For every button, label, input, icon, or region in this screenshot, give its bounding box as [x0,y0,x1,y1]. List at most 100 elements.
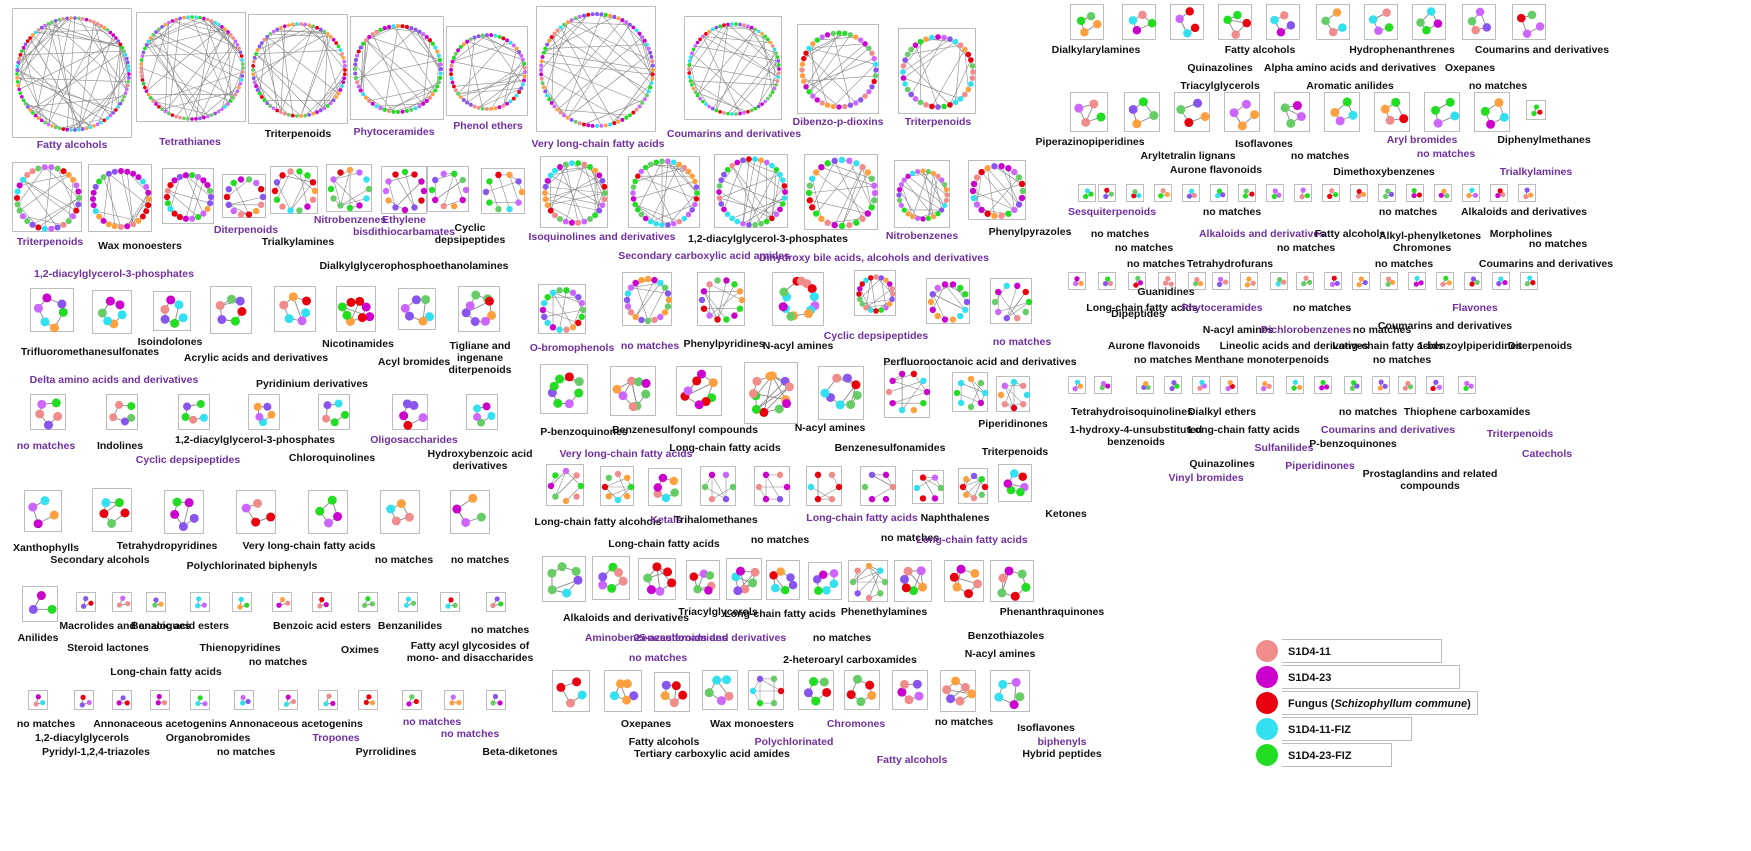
edge [550,470,567,487]
node [1335,116,1345,126]
node [273,196,281,203]
node [323,401,332,410]
node [209,19,214,23]
node [618,391,628,401]
node [506,171,513,179]
node [148,96,153,100]
node [124,700,130,706]
node [915,168,921,175]
edge [560,27,615,124]
node [413,698,419,705]
node [111,111,116,115]
cluster-graph [1356,276,1368,288]
node [39,118,44,123]
node [1430,385,1436,392]
node [176,213,183,221]
cluster-graph [1416,7,1443,35]
node [624,20,629,25]
node [925,215,931,222]
node [303,22,308,27]
node [458,95,463,99]
node [118,101,123,106]
edge [716,24,729,111]
cluster-label: depsipeptides [434,234,506,246]
edge [567,24,631,118]
node [908,586,918,596]
edge [754,185,785,226]
node [307,112,312,117]
node [28,604,38,614]
cluster-label: Long-chain fatty alcohols [534,516,662,528]
cluster-label: Oxepanes [1444,62,1496,74]
node [400,303,410,313]
node [984,210,991,217]
node [978,168,985,176]
node [646,46,651,51]
cluster-label: no matches [16,718,76,730]
node [409,694,415,700]
node [566,698,576,708]
node [1320,379,1326,386]
node [970,472,978,480]
node [601,183,608,190]
node [608,122,613,127]
node [782,399,792,409]
cluster-label: Cyclic depsipeptides [823,330,929,342]
node [486,199,493,206]
node [176,173,183,181]
node [33,30,38,35]
node [962,290,969,298]
edge [86,69,130,129]
node [70,176,77,183]
node [1328,27,1338,37]
node [251,64,256,68]
node [898,370,906,378]
edge [912,171,929,217]
node [819,677,829,687]
edge [172,20,231,36]
node [143,208,150,215]
edge [544,192,603,206]
node [934,312,941,320]
node [338,48,343,52]
edge [118,41,130,78]
node [581,218,588,225]
cluster-graph [241,498,276,527]
node [143,46,147,51]
edge [642,37,654,75]
node [1017,569,1027,579]
node [776,63,781,67]
edge [126,192,149,227]
node [240,58,245,62]
node [683,386,693,396]
cluster-label: biphenyls [1037,736,1087,748]
node [930,170,937,176]
node [43,23,47,28]
node [955,696,965,706]
cluster-graph [1299,187,1310,200]
node [450,694,456,700]
network-cluster [162,168,215,224]
node [750,567,760,577]
network-cluster [1398,376,1416,394]
edge [44,224,64,230]
node [111,223,118,230]
network-cluster [1192,376,1210,394]
node [693,90,698,94]
node [35,224,42,231]
cluster-graph [1158,188,1170,199]
node [487,310,497,320]
cluster-label: Aryl bromides [1386,134,1458,146]
node [627,22,632,27]
cluster-label: Lineolic acids and derivatives [1219,340,1369,352]
node [363,176,370,183]
node [613,567,623,577]
node [20,49,24,54]
edge [267,36,339,94]
node [205,114,210,119]
node [914,691,924,701]
node [258,201,265,209]
edge [572,292,584,311]
cluster-graph [731,566,760,596]
node [284,314,294,324]
